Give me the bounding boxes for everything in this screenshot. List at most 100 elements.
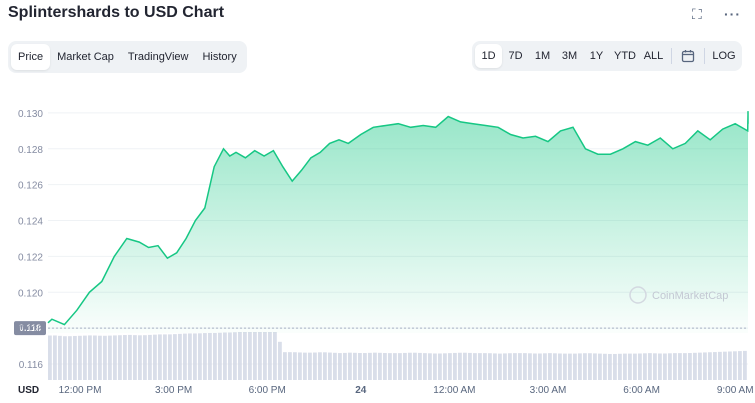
volume-bar	[203, 333, 207, 380]
volume-bar	[188, 333, 192, 380]
volume-bar	[328, 352, 332, 380]
volume-bar	[723, 351, 727, 380]
range-7d[interactable]: 7D	[508, 50, 523, 62]
range-1y[interactable]: 1Y	[589, 50, 604, 62]
volume-bar	[403, 352, 407, 380]
volume-bar	[463, 352, 467, 380]
volume-bar	[488, 353, 492, 380]
volume-bar	[513, 353, 517, 380]
volume-bar	[168, 334, 172, 380]
x-tick-label: 3:00 PM	[155, 385, 192, 396]
volume-bar	[108, 335, 112, 380]
tab-history[interactable]: History	[202, 51, 237, 63]
volume-bar	[478, 353, 482, 380]
volume-bar	[743, 350, 747, 380]
y-tick-label: 0.118	[19, 324, 44, 335]
volume-bar	[78, 335, 82, 380]
log-toggle[interactable]: LOG	[712, 50, 736, 62]
volume-bar	[718, 351, 722, 380]
range-1d[interactable]: 1D	[475, 44, 502, 68]
x-tick-label: 12:00 PM	[59, 385, 102, 396]
volume-bar	[573, 353, 577, 380]
volume-bar	[493, 353, 497, 380]
volume-bar	[153, 334, 157, 380]
volume-bar	[678, 353, 682, 380]
volume-bar	[228, 332, 232, 380]
volume-bar	[633, 353, 637, 380]
y-tick-label: 0.128	[18, 145, 43, 156]
x-tick-label: 6:00 PM	[249, 385, 286, 396]
volume-bar	[308, 352, 312, 380]
volume-bar	[323, 352, 327, 380]
volume-bar	[148, 334, 152, 380]
range-3m[interactable]: 3M	[561, 50, 578, 62]
x-tick-label: 3:00 AM	[530, 385, 567, 396]
volume-bar	[113, 335, 117, 380]
volume-bar	[158, 334, 162, 380]
more-options-icon[interactable]: ···	[724, 6, 741, 22]
volume-bar	[503, 353, 507, 380]
volume-bar	[708, 352, 712, 380]
volume-bar	[458, 352, 462, 380]
volume-bar	[93, 335, 97, 380]
volume-bar	[293, 352, 297, 380]
volume-bar	[558, 353, 562, 380]
volume-bar	[253, 332, 257, 380]
y-tick-label: 0.116	[19, 360, 44, 371]
volume-bar	[528, 353, 532, 380]
tab-market-cap[interactable]: Market Cap	[57, 51, 114, 63]
volume-bar	[548, 353, 552, 380]
volume-bar	[338, 353, 342, 380]
volume-bar	[313, 352, 317, 380]
price-line	[47, 111, 749, 326]
y-tick-label: 0.122	[18, 252, 43, 263]
volume-bar	[298, 352, 302, 380]
range-1m[interactable]: 1M	[534, 50, 551, 62]
volume-bar	[318, 352, 322, 380]
volume-bar	[703, 352, 707, 380]
volume-bar	[238, 332, 242, 380]
volume-bar	[618, 353, 622, 380]
volume-bar	[123, 335, 127, 380]
volume-bar	[273, 332, 277, 380]
tab-tradingview[interactable]: TradingView	[127, 51, 189, 63]
price-area	[48, 111, 748, 333]
volume-bar	[648, 353, 652, 380]
volume-bar	[213, 332, 217, 380]
volume-bar	[163, 334, 167, 380]
volume-bar	[728, 351, 732, 380]
volume-bar	[673, 353, 677, 380]
volume-bar	[183, 333, 187, 380]
volume-bar	[568, 353, 572, 380]
volume-bar	[398, 353, 402, 380]
expand-icon[interactable]: ⛶	[692, 6, 702, 22]
volume-bar	[658, 353, 662, 380]
chart-title: Splintershards to USD Chart	[8, 4, 225, 21]
volume-bar	[118, 335, 122, 380]
volume-bar	[518, 353, 522, 380]
volume-bar	[173, 334, 177, 380]
volume-bar	[378, 352, 382, 380]
volume-bar	[643, 353, 647, 380]
volume-bar	[58, 335, 62, 380]
volume-bar	[83, 335, 87, 380]
volume-bar	[373, 352, 377, 380]
volume-bar	[423, 353, 427, 380]
volume-bar	[668, 353, 672, 380]
volume-bar	[348, 352, 352, 380]
volume-bar	[608, 353, 612, 380]
volume-bar	[448, 353, 452, 380]
volume-bar	[53, 335, 57, 380]
volume-bar	[128, 334, 132, 380]
volume-bar	[688, 353, 692, 380]
volume-bar	[383, 353, 387, 380]
range-ytd[interactable]: YTD	[614, 50, 636, 62]
tab-price[interactable]: Price	[11, 44, 51, 70]
range-all[interactable]: ALL	[643, 50, 664, 62]
volume-bar	[358, 353, 362, 380]
volume-bar	[233, 332, 237, 380]
volume-bar	[73, 335, 77, 380]
volume-bar	[388, 353, 392, 380]
calendar-icon[interactable]	[676, 44, 700, 68]
